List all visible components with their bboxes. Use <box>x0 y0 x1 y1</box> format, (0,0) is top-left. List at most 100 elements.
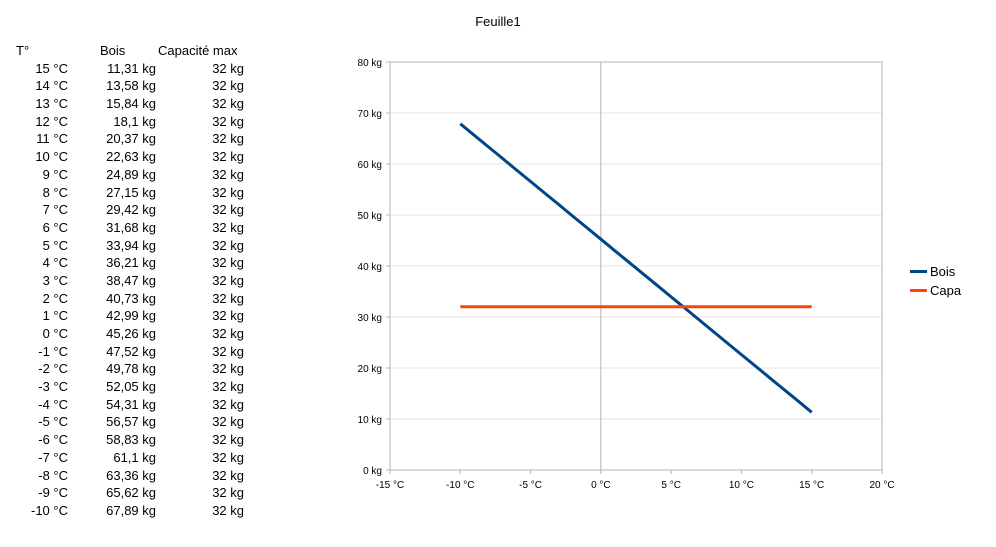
cell-capacite: 32 kg <box>212 255 244 271</box>
cell-temperature: 4 °C <box>42 255 68 271</box>
table-row: -4 °C 54,31 kg 32 kg <box>10 396 244 414</box>
cell-bois: 65,62 kg <box>106 485 156 501</box>
cell-temperature: 0 °C <box>42 326 68 341</box>
cell-bois: 54,31 kg <box>106 396 156 412</box>
cell-temperature: -1 °C <box>38 343 68 359</box>
table-row: -6 °C 58,83 kg 32 kg <box>10 431 244 449</box>
cell-capacite: 32 kg <box>212 449 244 465</box>
table-row: -2 °C 49,78 kg 32 kg <box>10 360 244 378</box>
table-row: 6 °C 31,68 kg 32 kg <box>10 219 244 237</box>
cell-capacite: 32 kg <box>212 149 244 165</box>
table-row: 12 °C 18,1 kg 32 kg <box>10 113 244 131</box>
table-row: 8 °C 27,15 kg 32 kg <box>10 184 244 202</box>
cell-capacite: 32 kg <box>212 343 244 359</box>
cell-bois: 20,37 kg <box>106 131 156 147</box>
cell-temperature: 7 °C <box>42 202 68 218</box>
table-row: 15 °C 11,31 kg 32 kg <box>10 60 244 78</box>
cell-capacite: 32 kg <box>212 361 244 377</box>
table-row: 1 °C 42,99 kg 32 kg <box>10 307 244 325</box>
y-tick-label: 0 kg <box>363 466 382 477</box>
legend-label: Capa <box>930 283 962 298</box>
table-row: 14 °C 13,58 kg 32 kg <box>10 77 244 95</box>
table-row: -5 °C 56,57 kg 32 kg <box>10 413 244 431</box>
table-row: -7 °C 61,1 kg 32 kg <box>10 449 244 467</box>
cell-capacite: 32 kg <box>212 379 244 395</box>
legend-swatch <box>910 289 927 292</box>
cell-temperature: 10 °C <box>35 149 68 165</box>
cell-capacite: 32 kg <box>212 184 244 200</box>
cell-bois: 29,42 kg <box>106 202 156 218</box>
cell-capacite: 32 kg <box>212 326 244 341</box>
cell-temperature: 12 °C <box>35 113 68 129</box>
cell-temperature: 6 °C <box>42 219 68 235</box>
y-tick-label: 70 kg <box>358 109 382 120</box>
page-title: Feuille1 <box>475 14 521 29</box>
cell-bois: 18,1 kg <box>113 113 156 129</box>
cell-temperature: -4 °C <box>38 396 68 412</box>
cell-bois: 67,89 kg <box>106 502 156 518</box>
y-tick-label: 60 kg <box>358 160 382 171</box>
cell-capacite: 32 kg <box>212 467 244 483</box>
cell-capacite: 32 kg <box>212 414 244 430</box>
cell-capacite: 32 kg <box>212 485 244 501</box>
cell-bois: 63,36 kg <box>106 467 156 483</box>
table-row: 7 °C 29,42 kg 32 kg <box>10 201 244 219</box>
cell-bois: 15,84 kg <box>106 96 156 112</box>
x-tick-label: -5 °C <box>519 480 542 491</box>
x-tick-label: 10 °C <box>729 480 754 491</box>
cell-bois: 22,63 kg <box>106 149 156 165</box>
header-bois: Bois <box>100 43 126 58</box>
legend-item: Capa <box>910 281 961 300</box>
cell-bois: 52,05 kg <box>106 379 156 395</box>
cell-capacite: 32 kg <box>212 432 244 448</box>
header-capacite: Capacité max <box>158 43 238 58</box>
cell-capacite: 32 kg <box>212 96 244 112</box>
cell-capacite: 32 kg <box>212 78 244 94</box>
table-row: -3 °C 52,05 kg 32 kg <box>10 378 244 396</box>
cell-temperature: 14 °C <box>35 78 68 94</box>
cell-capacite: 32 kg <box>212 131 244 147</box>
cell-capacite: 32 kg <box>212 308 244 324</box>
cell-temperature: -10 °C <box>31 502 68 518</box>
cell-temperature: 1 °C <box>42 308 68 324</box>
table-row: 13 °C 15,84 kg 32 kg <box>10 95 244 113</box>
y-tick-label: 80 kg <box>358 58 382 69</box>
series-line-bois <box>459 122 813 414</box>
cell-bois: 38,47 kg <box>106 272 156 288</box>
cell-bois: 31,68 kg <box>106 219 156 235</box>
table-row: 0 °C 45,26 kg 32 kg <box>10 325 244 343</box>
table-row: 2 °C 40,73 kg 32 kg <box>10 290 244 308</box>
cell-temperature: 11 °C <box>36 131 68 147</box>
legend-item: Bois <box>910 262 961 281</box>
cell-temperature: 3 °C <box>42 272 68 288</box>
cell-temperature: -8 °C <box>38 467 68 483</box>
cell-bois: 13,58 kg <box>106 78 156 94</box>
table-row: -10 °C 67,89 kg 32 kg <box>10 502 244 520</box>
table-row: -1 °C 47,52 kg 32 kg <box>10 343 244 361</box>
y-tick-label: 40 kg <box>358 262 382 273</box>
table-row: -9 °C 65,62 kg 32 kg <box>10 484 244 502</box>
y-tick-label: 50 kg <box>358 211 382 222</box>
cell-temperature: 9 °C <box>42 166 68 182</box>
cell-capacite: 32 kg <box>212 290 244 306</box>
line-chart: 0 kg 10 kg 20 kg 30 kg 40 kg 50 kg 60 kg 70 kg 8… <box>358 58 895 491</box>
cell-bois: 27,15 kg <box>106 184 156 200</box>
cell-capacite: 32 kg <box>212 166 244 182</box>
cell-bois: 45,26 kg <box>106 326 156 341</box>
x-tick-label: 0 °C <box>591 480 611 491</box>
cell-capacite: 32 kg <box>212 272 244 288</box>
data-table: T° Bois Capacité max 15 °C 11,31 kg 32 kg 1… <box>10 42 244 520</box>
cell-temperature: -6 °C <box>38 432 68 448</box>
table-body: 15 °C 11,31 kg 32 kg 14 °C 13,58 kg 32 kg 13 °… <box>10 60 244 520</box>
table-row: 5 °C 33,94 kg 32 kg <box>10 237 244 255</box>
cell-capacite: 32 kg <box>212 113 244 129</box>
cell-temperature: -7 °C <box>38 449 68 465</box>
cell-bois: 40,73 kg <box>106 290 156 306</box>
cell-temperature: 5 °C <box>42 237 68 253</box>
y-tick-label: 30 kg <box>358 313 382 324</box>
x-tick-label: 15 °C <box>799 480 824 491</box>
cell-bois: 11,31 kg <box>107 60 156 76</box>
cell-capacite: 32 kg <box>212 237 244 253</box>
legend-label: Bois <box>930 264 956 279</box>
cell-bois: 36,21 kg <box>106 255 156 271</box>
